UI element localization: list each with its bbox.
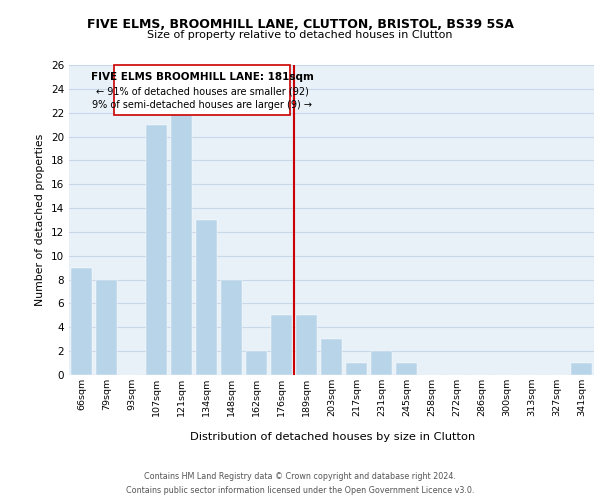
Bar <box>171 112 192 375</box>
Text: Size of property relative to detached houses in Clutton: Size of property relative to detached ho… <box>147 30 453 40</box>
Bar <box>146 124 167 375</box>
Bar <box>96 280 117 375</box>
Bar <box>571 363 592 375</box>
Bar <box>221 280 242 375</box>
Text: ← 91% of detached houses are smaller (92): ← 91% of detached houses are smaller (92… <box>95 86 308 97</box>
Text: Contains HM Land Registry data © Crown copyright and database right 2024.
Contai: Contains HM Land Registry data © Crown c… <box>126 472 474 495</box>
Bar <box>296 316 317 375</box>
Bar <box>321 339 342 375</box>
Bar <box>396 363 417 375</box>
Bar <box>271 316 292 375</box>
Bar <box>371 351 392 375</box>
Text: FIVE ELMS, BROOMHILL LANE, CLUTTON, BRISTOL, BS39 5SA: FIVE ELMS, BROOMHILL LANE, CLUTTON, BRIS… <box>86 18 514 30</box>
Text: 9% of semi-detached houses are larger (9) →: 9% of semi-detached houses are larger (9… <box>92 100 312 110</box>
Bar <box>71 268 92 375</box>
Text: Distribution of detached houses by size in Clutton: Distribution of detached houses by size … <box>190 432 476 442</box>
Text: FIVE ELMS BROOMHILL LANE: 181sqm: FIVE ELMS BROOMHILL LANE: 181sqm <box>91 72 314 82</box>
Y-axis label: Number of detached properties: Number of detached properties <box>35 134 46 306</box>
Bar <box>196 220 217 375</box>
Bar <box>114 65 290 115</box>
Bar <box>246 351 267 375</box>
Bar <box>346 363 367 375</box>
